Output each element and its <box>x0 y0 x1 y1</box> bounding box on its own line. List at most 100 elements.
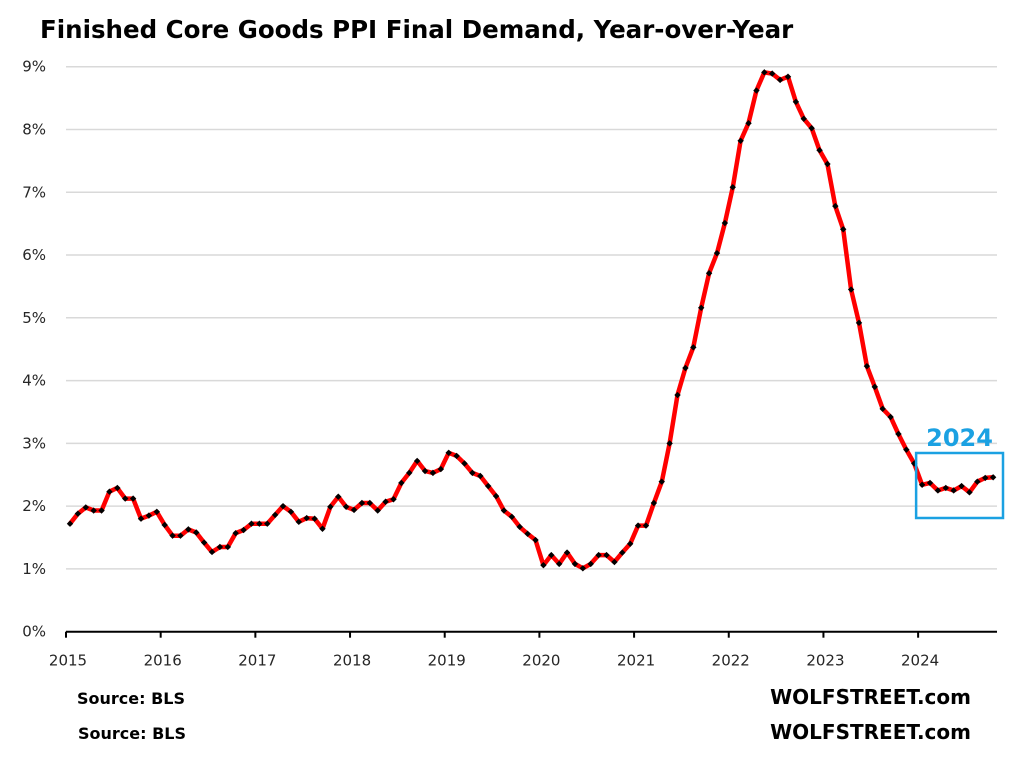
data-point <box>500 507 508 514</box>
data-point <box>216 543 224 551</box>
data-point <box>327 503 334 510</box>
y-tick-label: 2% <box>22 497 46 515</box>
data-point <box>185 526 192 533</box>
data-point <box>477 472 484 480</box>
data-point <box>595 551 602 559</box>
data-point <box>382 498 389 505</box>
x-tick-label: 2015 <box>49 652 87 670</box>
data-point <box>492 492 500 500</box>
data-point <box>634 522 642 529</box>
data-point <box>342 503 350 510</box>
data-point <box>903 446 910 453</box>
series-line <box>67 70 996 571</box>
data-point <box>800 115 807 123</box>
data-point <box>90 507 97 514</box>
data-point <box>287 508 295 515</box>
data-point <box>335 493 342 500</box>
data-point <box>950 487 957 494</box>
data-point <box>761 69 768 76</box>
data-point <box>753 87 760 94</box>
data-point <box>698 304 705 311</box>
data-point <box>587 560 594 568</box>
data-point <box>847 286 855 293</box>
data-point <box>311 515 318 522</box>
y-tick-label: 3% <box>22 434 46 452</box>
data-point <box>516 523 523 531</box>
data-point <box>508 513 516 521</box>
data-point <box>532 536 539 544</box>
data-point <box>429 469 437 477</box>
data-point <box>911 460 918 467</box>
data-point <box>161 521 168 529</box>
x-tick-label: 2023 <box>806 652 844 670</box>
data-point <box>484 482 492 490</box>
y-tick-label: 0% <box>22 623 46 641</box>
x-axis <box>65 630 997 638</box>
gridlines <box>66 65 997 570</box>
data-point <box>721 219 729 227</box>
data-point <box>603 551 610 559</box>
y-tick-label: 1% <box>22 560 46 578</box>
data-point <box>358 499 366 507</box>
data-point <box>808 125 815 132</box>
data-point <box>879 405 886 413</box>
data-point <box>256 520 263 527</box>
data-point <box>106 488 113 495</box>
y-tick-label: 8% <box>22 120 46 138</box>
data-point <box>705 270 713 277</box>
x-axis-tick-labels: 2015 2016 2017 2018 2019 2020 2021 2022 2023 2024 <box>49 652 939 670</box>
data-point <box>713 249 721 257</box>
data-point <box>461 460 468 467</box>
data-point <box>918 481 926 488</box>
data-point <box>137 515 145 522</box>
x-tick-label: 2018 <box>333 652 371 670</box>
data-point <box>824 160 831 168</box>
data-point <box>548 551 555 559</box>
data-point <box>776 76 784 84</box>
data-point <box>982 474 989 482</box>
data-point <box>926 479 934 487</box>
data-point <box>177 532 184 539</box>
data-point <box>563 549 571 556</box>
chart-title: Finished Core Goods PPI Final Demand, Ye… <box>40 15 794 44</box>
x-tick-label: 2020 <box>522 652 560 670</box>
data-point <box>855 319 863 327</box>
data-point <box>666 440 673 447</box>
data-point <box>682 364 689 372</box>
data-point <box>626 540 634 548</box>
data-point <box>840 226 847 233</box>
x-tick-label: 2017 <box>238 652 276 670</box>
data-point <box>453 452 460 460</box>
data-point <box>974 478 981 485</box>
y-tick-label: 4% <box>22 372 46 390</box>
source-label-duplicate: Source: BLS <box>78 724 186 743</box>
data-point <box>319 525 326 532</box>
data-point <box>958 482 965 490</box>
data-point <box>445 449 452 456</box>
data-point <box>153 508 160 515</box>
x-tick-label: 2016 <box>144 652 182 670</box>
data-point <box>863 362 871 370</box>
data-point <box>129 495 137 502</box>
data-point <box>145 512 153 519</box>
data-point <box>966 489 973 496</box>
data-point <box>248 520 255 527</box>
data-point <box>413 457 421 465</box>
data-point <box>989 474 997 481</box>
data-point <box>66 520 74 527</box>
data-point <box>832 202 839 210</box>
data-point <box>540 561 547 569</box>
data-point <box>792 98 800 106</box>
data-point <box>169 532 176 539</box>
source-label: Source: BLS <box>77 689 185 708</box>
data-point <box>816 146 823 154</box>
series-line-ppi <box>67 70 996 571</box>
data-point <box>295 518 303 526</box>
annotation-label-2024: 2024 <box>926 424 993 452</box>
data-point <box>571 560 579 568</box>
data-point <box>82 504 89 511</box>
data-point <box>264 520 271 527</box>
y-tick-label: 5% <box>22 309 46 327</box>
data-point <box>122 495 129 502</box>
data-point <box>279 502 287 510</box>
